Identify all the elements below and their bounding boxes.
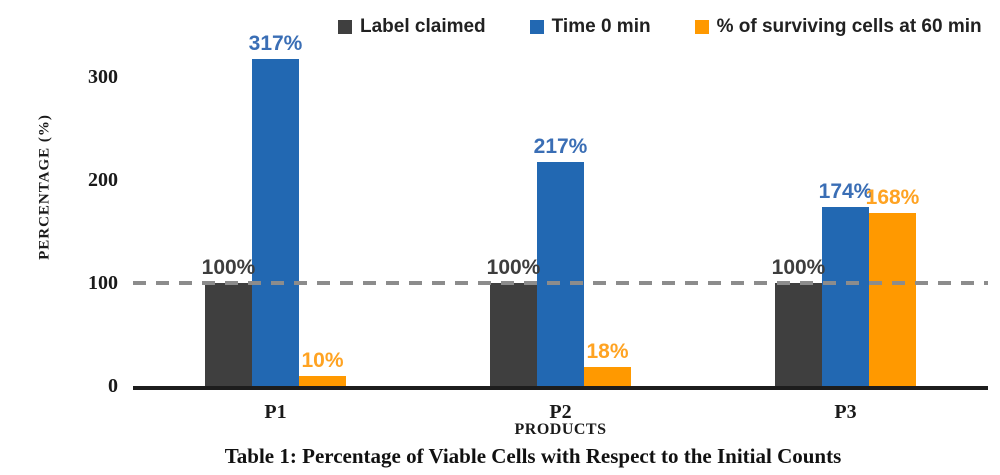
reference-line-100 <box>133 280 988 285</box>
bar-P3-series-1 <box>822 206 869 386</box>
bar-value-label-P1-series-0: 100% <box>201 255 256 279</box>
bar-P1-series-0 <box>205 282 252 386</box>
plot-area: 100% 317% 10% 100% 217% 18% 100% 174% 168% <box>133 32 988 390</box>
x-tick-label-P2: P2 <box>549 401 572 423</box>
bar-P2-series-1 <box>537 162 584 386</box>
bar-value-label-P1-series-2: 10% <box>301 348 344 372</box>
bar-value-label-P3-series-0: 100% <box>771 255 826 279</box>
bar-P1-series-2 <box>299 375 346 386</box>
x-tick-label-P1: P1 <box>264 401 287 423</box>
legend-swatch-label-claimed <box>338 20 352 34</box>
bar-P2-series-2 <box>584 367 631 386</box>
legend-item-surviving-cells: % of surviving cells at 60 min <box>694 16 982 38</box>
chart-legend: Label claimed Time 0 min % of surviving … <box>338 16 982 38</box>
bar-value-label-P2-series-0: 100% <box>486 255 541 279</box>
legend-swatch-surviving-cells <box>694 20 709 34</box>
legend-swatch-time-0-min <box>529 20 544 34</box>
bar-value-label-P1-series-1: 317% <box>248 32 303 56</box>
bar-value-label-P2-series-2: 18% <box>586 340 629 364</box>
legend-label-time-0-min: Time 0 min <box>551 16 651 37</box>
x-tick-label-P3: P3 <box>834 401 857 423</box>
legend-label-surviving-cells: % of surviving cells at 60 min <box>716 16 982 37</box>
bar-P3-series-0 <box>775 282 822 386</box>
y-tick-label-200: 200 <box>88 168 118 191</box>
y-tick-label-300: 300 <box>88 65 118 88</box>
y-axis-title: PERCENTAGE (%) <box>36 114 53 260</box>
legend-item-time-0-min: Time 0 min <box>529 16 651 38</box>
bar-value-label-P3-series-2: 168% <box>865 185 920 209</box>
bar-value-label-P3-series-1: 174% <box>818 179 873 203</box>
bar-P3-series-2 <box>869 212 916 386</box>
legend-label-label-claimed: Label claimed <box>360 16 486 37</box>
bar-P1-series-1 <box>252 59 299 386</box>
legend-item-label-claimed: Label claimed <box>338 16 486 38</box>
bar-P2-series-0 <box>490 282 537 386</box>
bar-value-label-P2-series-1: 217% <box>533 135 588 159</box>
figure-caption: Table 1: Percentage of Viable Cells with… <box>224 444 842 468</box>
x-axis-title: PRODUCTS <box>514 421 607 438</box>
y-tick-label-100: 100 <box>88 271 118 294</box>
y-tick-label-0: 0 <box>108 375 118 397</box>
